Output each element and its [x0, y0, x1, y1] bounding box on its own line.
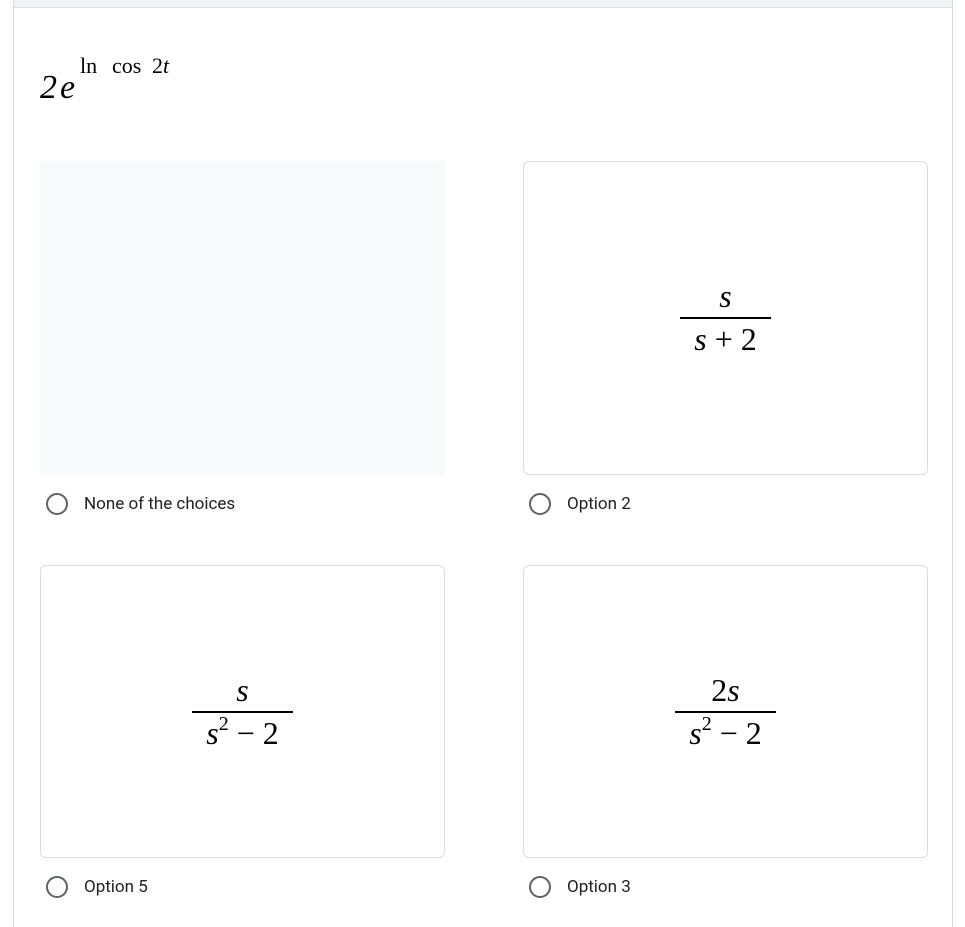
radio-icon[interactable] [529, 493, 551, 515]
question-exp-ln: ln [80, 53, 97, 79]
formula-denominator: s2 − 2 [675, 713, 776, 754]
option-radio-row[interactable]: Option 5 [40, 876, 445, 898]
radio-icon[interactable] [46, 876, 68, 898]
option-card: s s2 − 2 [40, 565, 445, 858]
top-bar [14, 0, 952, 8]
option-none: None of the choices [40, 161, 445, 515]
question-base: e [60, 69, 75, 107]
option-card: 2s s2 − 2 [523, 565, 928, 858]
formula-numerator: 2s [675, 670, 776, 713]
options-grid: None of the choices s s + 2 Option 2 [40, 161, 922, 898]
question-exp-cos: cos [112, 53, 141, 79]
question-expression: 2 e ln cos 2t [40, 61, 922, 116]
option-5: s s2 − 2 Option 5 [40, 565, 445, 898]
option-card-blank [40, 161, 445, 475]
option-label: Option 3 [567, 877, 631, 897]
page-container: 2 e ln cos 2t None of the choices s [13, 0, 953, 927]
option-label: Option 2 [567, 494, 631, 514]
option-3: 2s s2 − 2 Option 3 [523, 565, 928, 898]
option-radio-row[interactable]: None of the choices [40, 493, 445, 515]
formula-denominator: s + 2 [680, 319, 771, 360]
radio-icon[interactable] [46, 493, 68, 515]
option-radio-row[interactable]: Option 3 [523, 876, 928, 898]
formula-fraction: 2s s2 − 2 [675, 670, 776, 754]
option-label: Option 5 [84, 877, 148, 897]
option-card: s s + 2 [523, 161, 928, 475]
option-2: s s + 2 Option 2 [523, 161, 928, 515]
formula-fraction: s s + 2 [680, 276, 771, 360]
question-coef: 2 [40, 69, 57, 107]
formula-numerator: s [680, 276, 771, 319]
formula-denominator: s2 − 2 [192, 713, 293, 754]
formula-fraction: s s2 − 2 [192, 670, 293, 754]
formula-numerator: s [192, 670, 293, 713]
radio-icon[interactable] [529, 876, 551, 898]
option-label: None of the choices [84, 494, 235, 514]
content-area: 2 e ln cos 2t None of the choices s [14, 1, 952, 918]
question-exp-arg: 2t [152, 53, 169, 79]
option-radio-row[interactable]: Option 2 [523, 493, 928, 515]
